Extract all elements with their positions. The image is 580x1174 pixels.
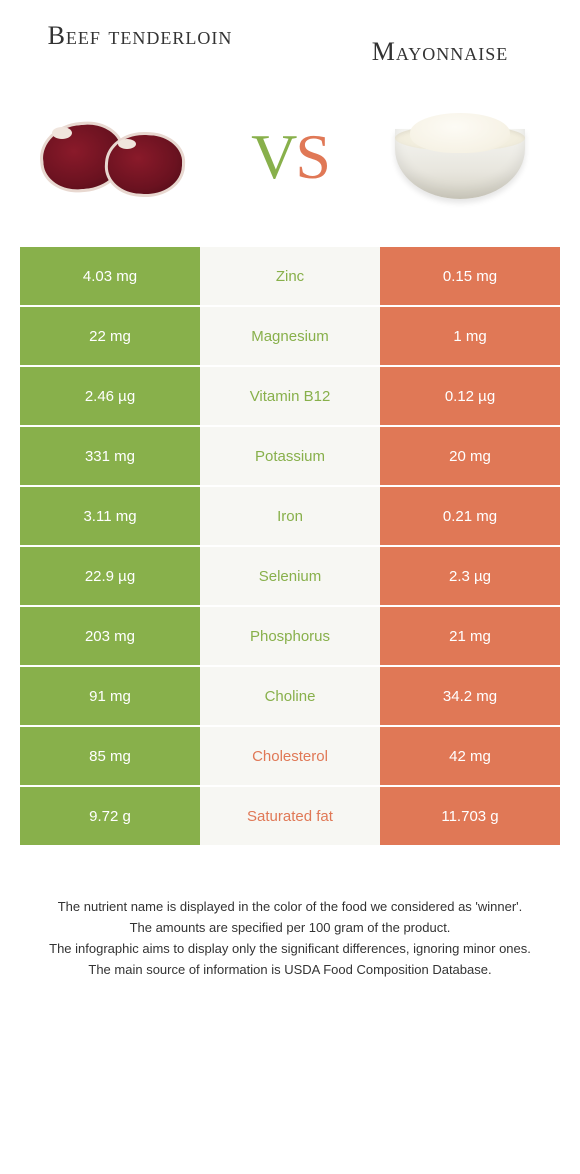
cell-left: 91 mg	[20, 667, 200, 725]
cell-right: 34.2 mg	[380, 667, 560, 725]
vs-v: V	[251, 121, 295, 192]
table-row: 85 mgCholesterol42 mg	[20, 727, 560, 787]
nutrient-table: 4.03 mgZinc0.15 mg22 mgMagnesium1 mg2.46…	[20, 247, 560, 847]
mayo-image	[370, 97, 550, 217]
cell-right: 0.15 mg	[380, 247, 560, 305]
cell-left: 85 mg	[20, 727, 200, 785]
cell-mid: Saturated fat	[200, 787, 380, 845]
cell-mid: Zinc	[200, 247, 380, 305]
cell-left: 22 mg	[20, 307, 200, 365]
cell-left: 2.46 µg	[20, 367, 200, 425]
vs-s: S	[295, 121, 329, 192]
table-row: 3.11 mgIron0.21 mg	[20, 487, 560, 547]
cell-mid: Vitamin B12	[200, 367, 380, 425]
cell-mid: Magnesium	[200, 307, 380, 365]
table-row: 203 mgPhosphorus21 mg	[20, 607, 560, 667]
cell-right: 2.3 µg	[380, 547, 560, 605]
title-left: Beef tenderloin	[30, 20, 250, 51]
cell-right: 21 mg	[380, 607, 560, 665]
footer: The nutrient name is displayed in the co…	[20, 897, 560, 980]
title-right: Mayonnaise	[330, 20, 550, 67]
cell-right: 11.703 g	[380, 787, 560, 845]
cell-right: 42 mg	[380, 727, 560, 785]
cell-mid: Iron	[200, 487, 380, 545]
vs-label: VS	[251, 120, 329, 194]
cell-mid: Phosphorus	[200, 607, 380, 665]
footer-line: The infographic aims to display only the…	[30, 939, 550, 960]
footer-line: The amounts are specified per 100 gram o…	[30, 918, 550, 939]
table-row: 9.72 gSaturated fat11.703 g	[20, 787, 560, 847]
beef-image	[30, 97, 210, 217]
cell-left: 4.03 mg	[20, 247, 200, 305]
cell-right: 1 mg	[380, 307, 560, 365]
cell-left: 331 mg	[20, 427, 200, 485]
cell-mid: Selenium	[200, 547, 380, 605]
cell-mid: Potassium	[200, 427, 380, 485]
cell-right: 0.12 µg	[380, 367, 560, 425]
vs-row: VS	[20, 97, 560, 247]
footer-line: The main source of information is USDA F…	[30, 960, 550, 981]
table-row: 4.03 mgZinc0.15 mg	[20, 247, 560, 307]
cell-right: 20 mg	[380, 427, 560, 485]
table-row: 22.9 µgSelenium2.3 µg	[20, 547, 560, 607]
cell-left: 9.72 g	[20, 787, 200, 845]
cell-mid: Cholesterol	[200, 727, 380, 785]
table-row: 91 mgCholine34.2 mg	[20, 667, 560, 727]
table-row: 331 mgPotassium20 mg	[20, 427, 560, 487]
cell-left: 22.9 µg	[20, 547, 200, 605]
cell-left: 203 mg	[20, 607, 200, 665]
table-row: 2.46 µgVitamin B120.12 µg	[20, 367, 560, 427]
table-row: 22 mgMagnesium1 mg	[20, 307, 560, 367]
cell-mid: Choline	[200, 667, 380, 725]
cell-left: 3.11 mg	[20, 487, 200, 545]
cell-right: 0.21 mg	[380, 487, 560, 545]
footer-line: The nutrient name is displayed in the co…	[30, 897, 550, 918]
header: Beef tenderloin Mayonnaise	[20, 20, 560, 67]
